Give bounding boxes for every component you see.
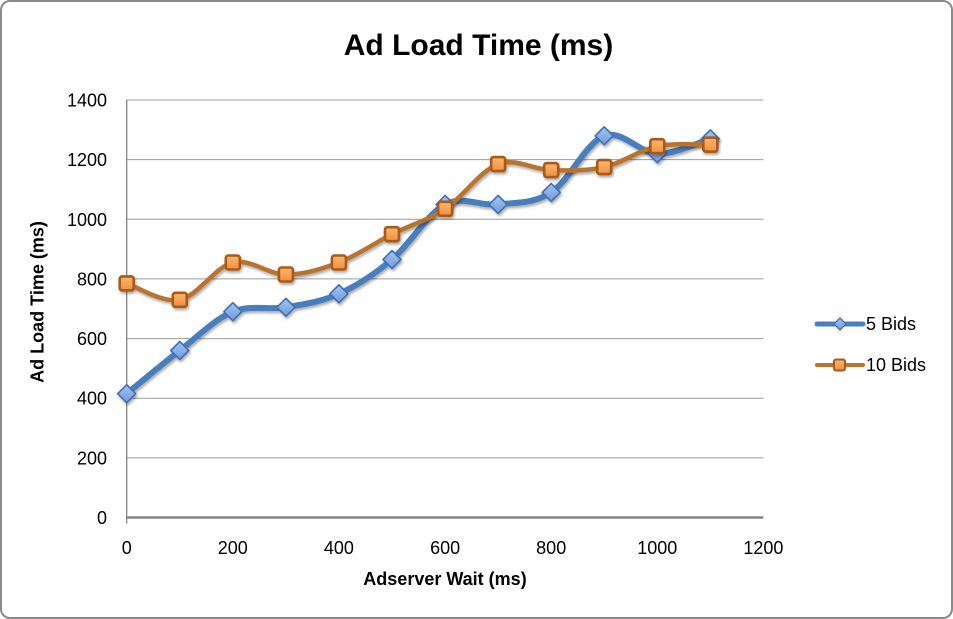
legend-label-10-bids: 10 Bids <box>866 354 927 375</box>
legend-item-10-bids: 10 Bids <box>814 353 926 377</box>
legend-label-5-bids: 5 Bids <box>866 313 917 334</box>
y-tick-label-800: 800 <box>77 269 107 289</box>
x-tick-label-1200: 1200 <box>743 538 783 558</box>
square-marker <box>330 254 348 271</box>
square-marker <box>701 136 719 153</box>
x-tick-label-400: 400 <box>324 538 354 558</box>
series-10-bids <box>118 136 719 309</box>
square-marker <box>648 137 666 155</box>
x-axis-title: Adserver Wait (ms) <box>363 569 527 589</box>
y-tick-label-200: 200 <box>77 448 107 468</box>
chart-title: Ad Load Time (ms) <box>343 29 614 62</box>
series-line <box>124 141 713 303</box>
legend-diamond-marker <box>833 317 847 331</box>
legend-item-5-bids: 5 Bids <box>814 312 926 336</box>
legend: 5 Bids 10 Bids <box>814 312 926 377</box>
x-tick-label-1000: 1000 <box>637 538 677 558</box>
diamond-marker <box>382 249 402 270</box>
legend-square-marker <box>833 358 846 372</box>
series-line <box>123 131 714 397</box>
square-marker <box>489 155 507 173</box>
square-marker <box>383 225 401 243</box>
y-tick-label-0: 0 <box>97 508 107 528</box>
square-marker <box>595 158 613 176</box>
x-tick-label-200: 200 <box>218 538 248 558</box>
diamond-marker <box>276 297 296 318</box>
diamond-marker <box>329 283 349 304</box>
x-tick-label-600: 600 <box>430 538 460 558</box>
x-tick-label-800: 800 <box>536 538 566 558</box>
diamond-marker <box>223 301 243 322</box>
square-marker <box>436 200 454 218</box>
y-tick-label-400: 400 <box>77 389 107 409</box>
diamond-marker <box>541 182 562 203</box>
y-tick-label-1400: 1400 <box>67 91 107 111</box>
y-tick-label-1200: 1200 <box>67 150 107 170</box>
diamond-marker <box>116 383 137 404</box>
line-square-marker-icon <box>815 358 865 372</box>
square-marker <box>277 266 295 283</box>
x-tick-label-0: 0 <box>122 538 132 558</box>
diamond-marker <box>488 194 508 215</box>
square-marker <box>542 161 560 179</box>
square-marker <box>118 275 135 292</box>
line-diamond-marker-icon <box>814 317 866 331</box>
series-5-bids <box>116 126 721 404</box>
diamond-marker <box>594 126 615 146</box>
y-tick-label-1000: 1000 <box>67 210 107 230</box>
square-marker <box>224 254 242 271</box>
y-tick-label-600: 600 <box>77 329 107 349</box>
diamond-marker <box>170 340 190 361</box>
square-marker <box>171 291 189 309</box>
